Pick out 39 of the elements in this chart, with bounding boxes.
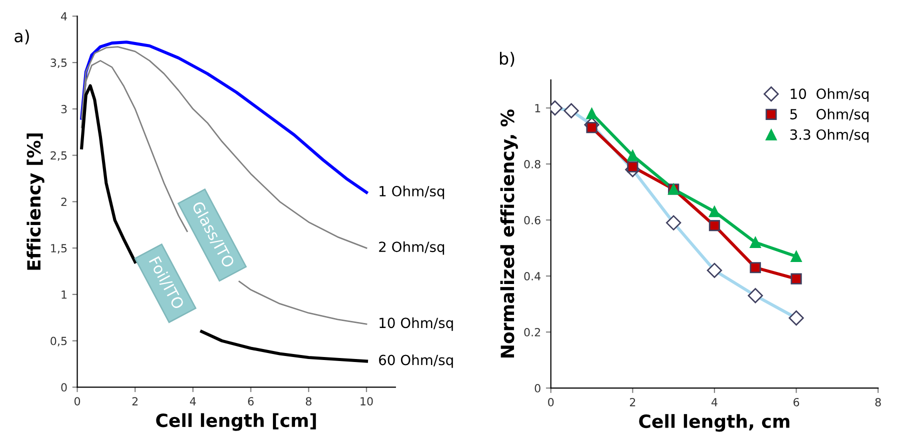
y-tick-label: 2 xyxy=(61,198,66,206)
y-tick-label: 2,5 xyxy=(50,151,67,161)
x-tick-label: 0 xyxy=(548,398,554,406)
x-tick-label: 8 xyxy=(875,398,881,406)
y-tick-label: 1 xyxy=(62,290,67,299)
legend-label: 10 Ohm/sq xyxy=(790,88,868,102)
legend-label: 3.3 Ohm/sq xyxy=(790,129,868,143)
x-tick-label: 8 xyxy=(306,397,312,406)
x-axis-title: Cell length [cm] xyxy=(156,413,316,431)
y-tick-label: 0.6 xyxy=(524,216,540,224)
y-tick-label: 0.4 xyxy=(524,272,541,280)
y-tick-label: 0 xyxy=(61,383,67,392)
x-tick-label: 2 xyxy=(630,398,636,406)
x-tick-label: 2 xyxy=(132,397,138,406)
y-tick-label: 0,5 xyxy=(50,336,67,346)
chart-title: b) xyxy=(500,52,514,67)
legend-label: 5 Ohm/sq xyxy=(790,108,868,122)
x-tick-label: 4 xyxy=(190,397,196,406)
y-axis-title: Efficiency [%] xyxy=(26,133,44,270)
x-tick-label: 6 xyxy=(794,398,800,406)
series-label: 1 Ohm/sq xyxy=(380,186,444,200)
x-tick-label: 4 xyxy=(711,398,718,406)
y-tick-label: 1 xyxy=(535,104,540,112)
y-tick-label: 1,5 xyxy=(51,244,67,254)
y-tick-label: 0 xyxy=(534,384,540,392)
x-axis-title: Cell length, cm xyxy=(639,414,790,432)
x-tick-label: 0 xyxy=(74,397,80,406)
series-label: 60 Ohm/sq xyxy=(379,354,453,368)
y-tick-label: 3 xyxy=(61,104,67,114)
y-tick-label: 0.8 xyxy=(524,160,540,168)
text: a) xyxy=(14,29,29,44)
series-label: 2 Ohm/sq xyxy=(379,241,444,255)
series-label: 10 Ohm/sq xyxy=(380,317,453,331)
x-tick-label: 6 xyxy=(248,397,254,406)
y-tick-label: 4 xyxy=(61,12,67,20)
x-tick-label: 10 xyxy=(360,397,373,406)
y-axis-title: Normalized efficiency, % xyxy=(500,109,518,358)
y-tick-label: 3,5 xyxy=(50,58,67,68)
y-tick-label: 0.2 xyxy=(524,328,540,336)
